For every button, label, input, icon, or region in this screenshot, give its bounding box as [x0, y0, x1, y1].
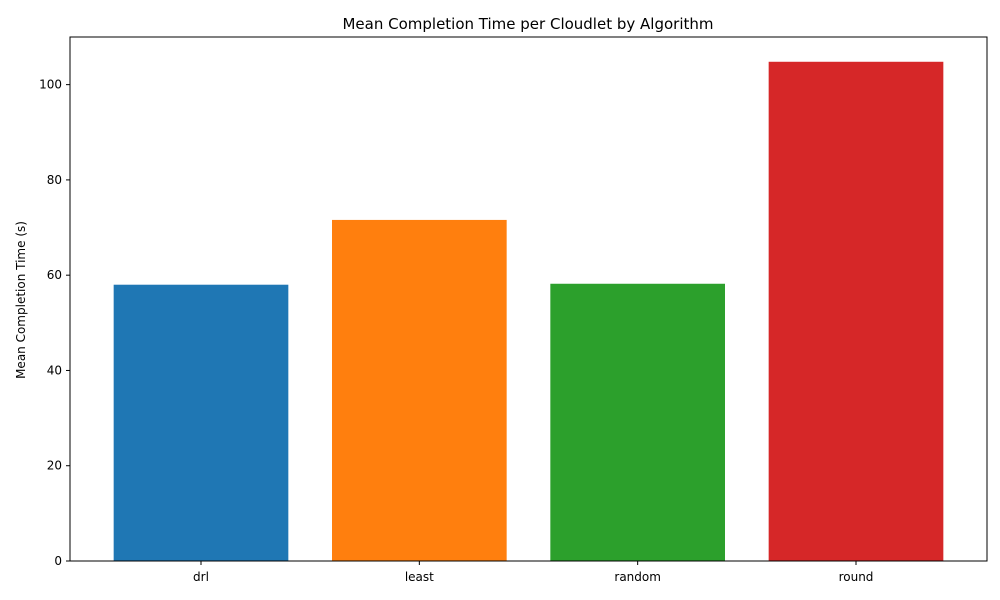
x-tick-label-round: round	[839, 570, 874, 584]
x-tick-label-random: random	[614, 570, 661, 584]
x-ticks-group: drl least random round	[193, 561, 873, 584]
y-ticks-group: 0 20 40 60 80 100	[39, 78, 70, 568]
x-tick-label-drl: drl	[193, 570, 209, 584]
y-tick-label-60: 60	[47, 268, 62, 282]
y-axis-label: Mean Completion Time (s)	[14, 221, 28, 379]
bar-drl	[113, 284, 289, 561]
bar-round	[768, 61, 944, 562]
y-tick-label-0: 0	[54, 554, 62, 568]
chart-title: Mean Completion Time per Cloudlet by Alg…	[342, 15, 713, 33]
y-tick-label-20: 20	[47, 459, 62, 473]
x-tick-label-least: least	[405, 570, 434, 584]
bar-random	[550, 283, 725, 561]
plot-frame	[69, 36, 988, 562]
y-tick-label-40: 40	[47, 363, 62, 377]
y-tick-label-100: 100	[39, 78, 62, 92]
y-tick-label-80: 80	[47, 173, 62, 187]
bars-group	[113, 61, 944, 562]
bar-least	[332, 219, 507, 561]
